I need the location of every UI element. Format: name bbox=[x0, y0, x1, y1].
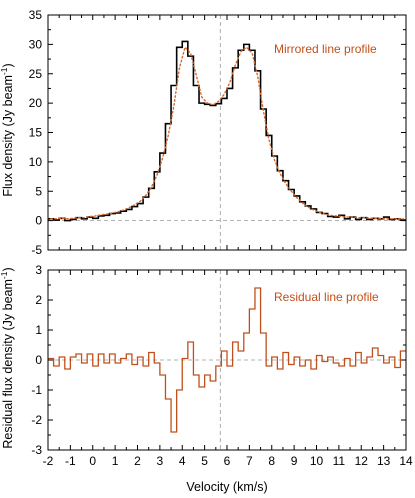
x-axis-label: Velocity (km/s) bbox=[186, 480, 267, 494]
x-tick-label: 1 bbox=[112, 454, 119, 468]
x-tick-label: 6 bbox=[224, 454, 231, 468]
y-tick-label: 3 bbox=[35, 263, 42, 277]
y-tick-label: -1 bbox=[31, 383, 42, 397]
x-tick-label: -1 bbox=[65, 454, 76, 468]
x-tick-label: 8 bbox=[268, 454, 275, 468]
mirrored-profile-line bbox=[50, 45, 404, 220]
residual-profile-label: Residual line profile bbox=[274, 290, 379, 304]
y-tick-label: -3 bbox=[31, 443, 42, 457]
x-tick-label: 3 bbox=[157, 454, 164, 468]
top-y-axis-label: Flux density (Jy beam-1) bbox=[0, 63, 15, 196]
x-tick-label: 10 bbox=[310, 454, 324, 468]
x-tick-label: 12 bbox=[355, 454, 369, 468]
y-tick-label: 15 bbox=[29, 126, 43, 140]
x-tick-label: -2 bbox=[43, 454, 54, 468]
x-tick-label: 2 bbox=[134, 454, 141, 468]
y-tick-label: 25 bbox=[29, 67, 43, 81]
top-panel: -5 0 5 10 15 20 25 30 35 bbox=[29, 8, 407, 257]
y-tick-label: 10 bbox=[29, 155, 43, 169]
x-tick-label: 14 bbox=[399, 454, 413, 468]
x-tick-label: 4 bbox=[179, 454, 186, 468]
mirrored-profile-label: Mirrored line profile bbox=[274, 42, 377, 56]
y-tick-label: 30 bbox=[29, 37, 43, 51]
y-tick-label: 20 bbox=[29, 96, 43, 110]
bottom-y-axis-label: Residual flux density (Jy beam-1) bbox=[0, 267, 15, 448]
x-tick-label: 9 bbox=[291, 454, 298, 468]
x-tick-label: 11 bbox=[333, 454, 346, 468]
y-tick-label: 1 bbox=[35, 323, 42, 337]
x-tick-label: 13 bbox=[377, 454, 391, 468]
y-tick-label: 0 bbox=[35, 353, 42, 367]
x-tick-label: 7 bbox=[246, 454, 253, 468]
x-tick-label: 5 bbox=[201, 454, 208, 468]
y-tick-label: 5 bbox=[35, 184, 42, 198]
x-tick-label: 0 bbox=[89, 454, 96, 468]
y-tick-label: 0 bbox=[35, 214, 42, 228]
y-tick-label: -2 bbox=[31, 413, 42, 427]
y-tick-label: -5 bbox=[31, 243, 42, 257]
residual-profile-line bbox=[48, 287, 406, 433]
y-tick-label: 35 bbox=[29, 8, 43, 22]
y-tick-label: 2 bbox=[35, 293, 42, 307]
observed-profile-line bbox=[48, 40, 406, 222]
